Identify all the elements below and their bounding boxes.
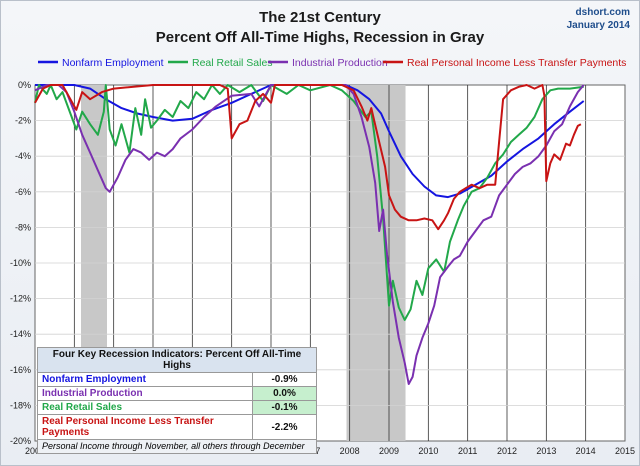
x-tick-label: 2000 bbox=[25, 446, 45, 456]
y-axis-ticks: 0% -2% -4% -6% -8% -10% -12% -14% -16% -18% -20% bbox=[10, 80, 31, 446]
x-tick-label: 2015 bbox=[615, 446, 635, 456]
y-tick-label: -14% bbox=[10, 329, 31, 339]
x-tick-label: 2010 bbox=[418, 446, 438, 456]
summary-table: Four Key Recession Indicators: Percent O… bbox=[37, 347, 317, 454]
legend-label: Nonfarm Employment bbox=[62, 57, 164, 69]
y-tick-label: -2% bbox=[15, 116, 31, 126]
legend-label: Real Retail Sales bbox=[192, 57, 273, 69]
summary-row: Nonfarm Employment -0.9% bbox=[37, 372, 317, 387]
x-tick-label: 2014 bbox=[576, 446, 596, 456]
x-tick-label: 2008 bbox=[340, 446, 360, 456]
series-line-retail bbox=[34, 84, 584, 321]
summary-note: Personal Income through November, all ot… bbox=[37, 439, 317, 454]
summary-value-retail: -0.1% bbox=[252, 400, 317, 415]
y-tick-label: -6% bbox=[15, 187, 31, 197]
summary-row: Industrial Production 0.0% bbox=[37, 386, 317, 401]
summary-label-retail: Real Retail Sales bbox=[37, 400, 253, 415]
series-line-nonfarm bbox=[35, 84, 585, 199]
y-tick-label: -10% bbox=[10, 258, 31, 268]
chart-title-line2: Percent Off All-Time Highs, Recession in… bbox=[155, 29, 485, 46]
summary-label-income: Real Personal Income Less Transfer Payme… bbox=[37, 414, 253, 440]
summary-row: Real Personal Income Less Transfer Payme… bbox=[37, 414, 317, 440]
summary-table-heading: Four Key Recession Indicators: Percent O… bbox=[37, 347, 317, 373]
legend: Nonfarm Employment Real Retail Sales Indus… bbox=[38, 57, 626, 69]
x-tick-label: 2012 bbox=[497, 446, 517, 456]
y-tick-label: -20% bbox=[10, 436, 31, 446]
summary-value-income: -2.2% bbox=[252, 414, 317, 440]
summary-value-nonfarm: -0.9% bbox=[252, 372, 317, 387]
summary-row: Real Retail Sales -0.1% bbox=[37, 400, 317, 415]
legend-label: Industrial Production bbox=[292, 57, 388, 69]
series-lines bbox=[34, 84, 585, 385]
x-tick-label: 2013 bbox=[536, 446, 556, 456]
y-tick-label: -8% bbox=[15, 222, 31, 232]
credit-site: dshort.com bbox=[575, 7, 630, 18]
summary-label-nonfarm: Nonfarm Employment bbox=[37, 372, 253, 387]
y-tick-label: -18% bbox=[10, 400, 31, 410]
series-line-income bbox=[34, 84, 582, 231]
y-tick-label: 0% bbox=[18, 80, 31, 90]
y-tick-label: -4% bbox=[15, 151, 31, 161]
summary-label-industrial: Industrial Production bbox=[37, 386, 253, 401]
x-tick-label: 2011 bbox=[458, 446, 477, 456]
credit-date: January 2014 bbox=[566, 20, 630, 31]
y-tick-label: -12% bbox=[10, 294, 31, 304]
y-tick-label: -16% bbox=[10, 365, 31, 375]
series-line-industrial bbox=[34, 84, 585, 385]
chart-title-line1: The 21st Century bbox=[259, 9, 381, 26]
x-tick-label: 2009 bbox=[379, 446, 399, 456]
summary-value-industrial: 0.0% bbox=[252, 386, 317, 401]
legend-label: Real Personal Income Less Transfer Payme… bbox=[407, 57, 626, 69]
